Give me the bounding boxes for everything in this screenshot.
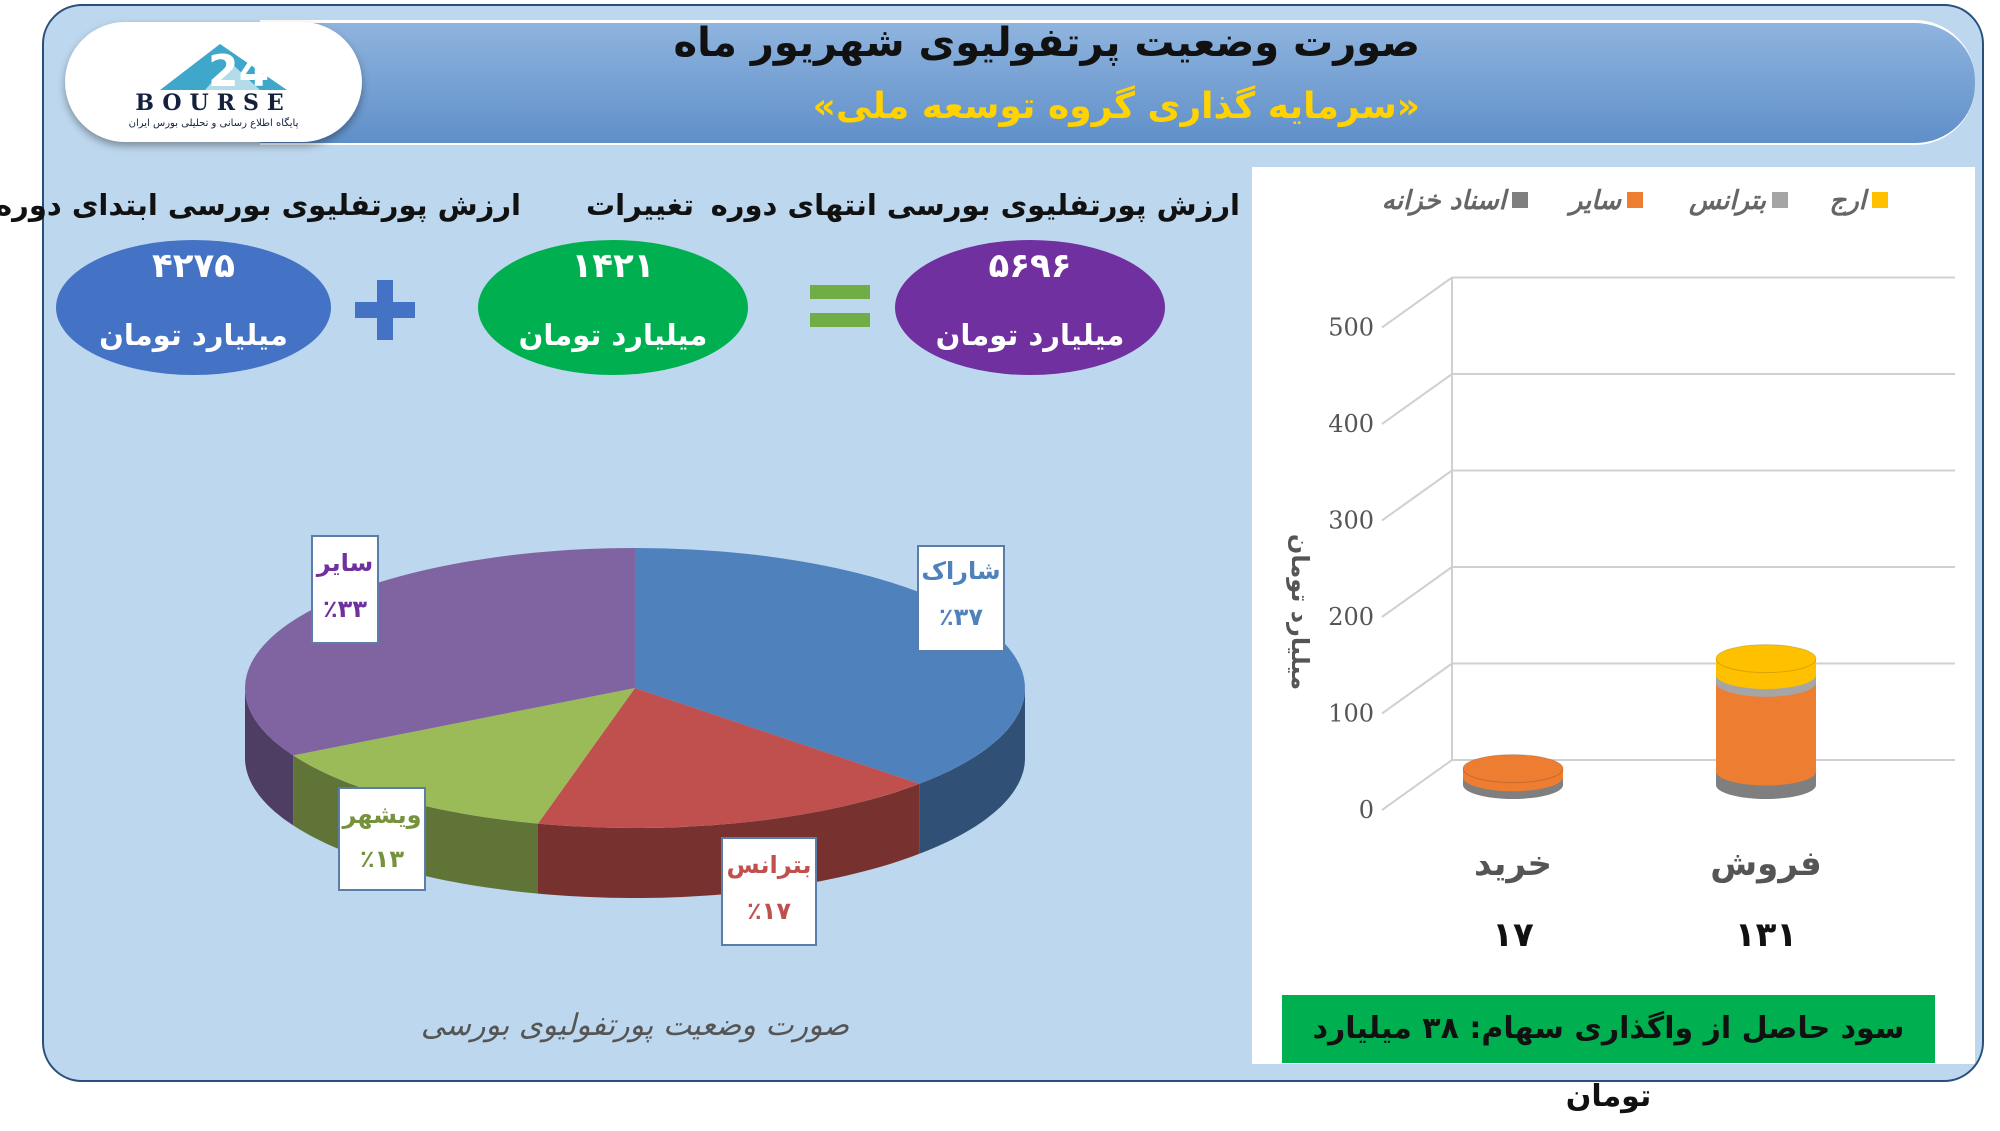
bar-segment-سایر <box>1716 682 1816 786</box>
pie-label-name: سایر <box>316 549 374 577</box>
legend-swatch <box>1772 192 1788 208</box>
pie-label-percent: ٪۱۷ <box>747 897 791 925</box>
start-value: ۴۲۷۵ <box>151 246 235 286</box>
gridline-side <box>1381 566 1453 618</box>
equals-icon <box>810 285 870 327</box>
gridline-side <box>1381 759 1453 811</box>
gridline-side <box>1381 662 1453 715</box>
logo-text: BOURSE <box>135 90 292 116</box>
legend-swatch <box>1512 192 1528 208</box>
pie-label-shaarak: شاراک ٪۳۷ <box>917 545 1005 652</box>
pie-label-percent: ٪۱۳ <box>360 845 404 873</box>
category-total-label: ۱۳۱ <box>1735 915 1797 955</box>
pie-chart-title: صورت وضعیت پورتفولیوی بورسی <box>420 1008 850 1043</box>
legend-item-اسناد خزانه: اسناد خزانه <box>1382 186 1528 216</box>
legend-item-بترانس: بترانس <box>1688 186 1788 216</box>
legend-label: اسناد خزانه <box>1382 186 1510 216</box>
end-value-label: ارزش پورتفلیوی بورسی انتهای دوره <box>710 188 1240 222</box>
y-tick-label: 400 <box>1328 410 1374 438</box>
end-value: ۵۶۹۶ <box>988 246 1072 286</box>
canvas: صورت وضعیت پرتفولیوی شهریور ماه «سرمایه … <box>0 4 1984 1114</box>
legend-swatch <box>1872 192 1888 208</box>
gridline-side <box>1381 276 1453 329</box>
gridline-side <box>1381 373 1453 425</box>
profit-banner: سود حاصل از واگذاری سهام: ۳۸ میلیارد توم… <box>1282 995 1935 1114</box>
logo-mountain-icon: 24 <box>160 44 287 92</box>
y-axis-label: میلیارد تومان <box>1286 534 1314 690</box>
header-banner <box>260 20 1975 145</box>
change-value: ۱۴۲۱ <box>571 246 655 286</box>
transactions-chart-panel <box>1252 167 1975 1064</box>
change-ellipse: ۱۴۲۱ میلیارد تومان <box>478 240 748 375</box>
legend-label: بترانس <box>1688 186 1767 216</box>
change-label: تغییرات <box>585 188 695 222</box>
svg-text:24: 24 <box>208 46 269 92</box>
page-title: صورت وضعیت پرتفولیوی شهریور ماه <box>673 20 1420 66</box>
start-value-label: ارزش پورتفلیوی بورسی ابتدای دوره <box>0 188 521 222</box>
transactions-bar-chart: ارج بترانس سایر اسناد خزانه 0 100 200 300 400 500… <box>1286 186 1955 955</box>
pie-label-other: سایر ٪۳۳ <box>311 535 379 644</box>
pie-label-percent: ٪۳۳ <box>323 595 367 623</box>
x-category-label: خرید <box>1474 844 1552 884</box>
pie-label-percent: ٪۳۷ <box>939 603 983 631</box>
end-value-ellipse: ۵۶۹۶ میلیارد تومان <box>895 240 1165 375</box>
category-total-label: ۱۷ <box>1492 915 1534 955</box>
legend-item-ارج: ارج <box>1829 186 1888 216</box>
pie-label-betrans: بترانس ٪۱۷ <box>721 837 817 946</box>
legend-item-سایر: سایر <box>1566 186 1643 216</box>
y-tick-label: 100 <box>1328 700 1374 728</box>
pie-label-vishahr: ویشهر ٪۱۳ <box>338 787 426 891</box>
pie-slice-بترانس <box>538 688 920 828</box>
y-tick-label: 500 <box>1328 314 1374 342</box>
bar-cap <box>1462 754 1564 784</box>
pie-side-شاراک <box>919 688 1025 854</box>
x-category-label: فروش <box>1710 844 1821 884</box>
y-tick-label: 0 <box>1359 796 1374 824</box>
bourse-logo: 24 BOURSE پایگاه اطلاع رسانی و تحلیلی بو… <box>65 22 362 142</box>
legend-swatch <box>1627 192 1643 208</box>
end-unit: میلیارد تومان <box>935 318 1125 352</box>
plus-icon <box>355 280 415 340</box>
start-value-ellipse: ۴۲۷۵ میلیارد تومان <box>56 240 331 375</box>
page-subtitle: «سرمایه گذاری گروه توسعه ملی» <box>812 86 1420 127</box>
gridline-side <box>1381 469 1453 522</box>
pie-label-name: شاراک <box>921 557 1001 585</box>
start-unit: میلیارد تومان <box>99 318 288 352</box>
legend-label: سایر <box>1566 186 1623 216</box>
y-tick-label: 300 <box>1328 507 1374 535</box>
bar-cap <box>1715 644 1817 674</box>
change-unit: میلیارد تومان <box>518 318 708 352</box>
y-tick-label: 200 <box>1328 603 1374 631</box>
pie-side-سایر <box>245 688 294 826</box>
pie-label-name: ویشهر <box>342 801 422 829</box>
pie-label-name: بترانس <box>726 851 812 879</box>
legend-label: ارج <box>1829 186 1869 216</box>
logo-tagline: پایگاه اطلاع رسانی و تحلیلی بورس ایران <box>128 118 299 129</box>
